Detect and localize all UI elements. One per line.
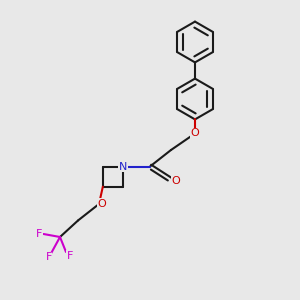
Text: F: F [66,250,73,261]
Text: O: O [171,176,180,187]
Text: F: F [36,229,42,239]
Text: O: O [190,128,200,139]
Text: F: F [45,252,52,262]
Text: O: O [98,199,106,209]
Text: N: N [119,161,127,172]
